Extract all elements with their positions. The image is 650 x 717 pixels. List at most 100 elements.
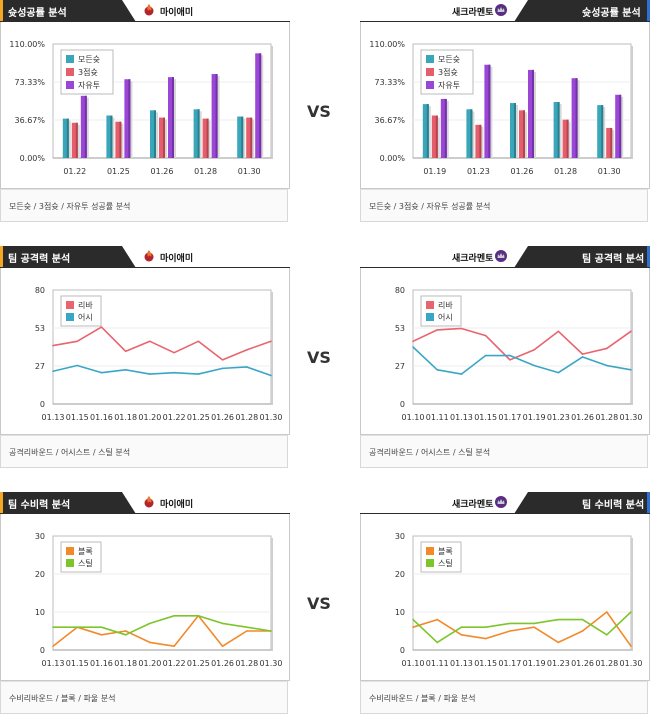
x-tick-label: 01.10 xyxy=(402,659,425,668)
data-point xyxy=(630,611,632,613)
legend-label: 리바 xyxy=(78,300,93,310)
x-tick-label: 01.13 xyxy=(42,413,65,422)
bar xyxy=(211,74,218,158)
data-point xyxy=(124,634,127,636)
series-line xyxy=(52,326,272,361)
data-point xyxy=(581,353,584,355)
panel-footer: 모든슛 / 3점슛 / 자유투 성공률 분석 xyxy=(360,189,648,222)
team-name: 새크라멘토 xyxy=(452,254,494,264)
y-tick-label: 0.00% xyxy=(380,154,406,163)
y-tick-label: 110.00% xyxy=(9,40,45,49)
legend-label: 모든슛 xyxy=(78,55,100,64)
bar-edge xyxy=(435,115,438,158)
x-tick-label: 01.11 xyxy=(426,659,449,668)
data-point xyxy=(173,351,175,354)
x-tick-label: 01.15 xyxy=(66,659,89,668)
data-point xyxy=(245,626,248,628)
x-tick-label: 01.19 xyxy=(423,167,446,176)
bar xyxy=(475,124,482,158)
bar xyxy=(597,105,604,158)
y-tick-label: 80 xyxy=(395,286,405,295)
defense-left-panel: 팀 수비력 분석 마이애미 0 10 20 30 01.13 01.15 01.16 01.1… xyxy=(0,492,290,714)
bar-edge xyxy=(259,53,262,158)
y-tick-label: 10 xyxy=(35,608,45,617)
x-tick-label: 01.16 xyxy=(90,413,113,422)
y-tick-label: 53 xyxy=(35,324,45,333)
data-point xyxy=(245,366,248,368)
bar-edge xyxy=(197,109,200,158)
x-tick-label: 01.19 xyxy=(523,659,546,668)
x-tick-label: 01.16 xyxy=(90,659,113,668)
bar xyxy=(484,64,491,158)
legend-label: 어시 xyxy=(438,312,453,322)
x-tick-label: 01.13 xyxy=(42,659,65,668)
legend-label: 3점슛 xyxy=(78,67,98,77)
vs-label: VS xyxy=(307,102,331,121)
data-point xyxy=(149,340,151,343)
data-point xyxy=(100,626,103,628)
data-point xyxy=(76,364,79,367)
panel-header: 팀 수비력 분석 마이애미 xyxy=(0,492,290,514)
x-tick-label: 01.30 xyxy=(598,167,621,176)
bar-edge xyxy=(488,64,491,158)
x-tick-label: 01.23 xyxy=(547,413,570,422)
legend-swatch xyxy=(66,301,74,309)
data-point xyxy=(221,359,224,361)
vs-label: VS xyxy=(307,348,331,367)
data-point xyxy=(581,356,584,358)
bar xyxy=(106,115,113,158)
bar xyxy=(510,103,516,158)
x-tick-label: 01.15 xyxy=(474,659,497,668)
data-point xyxy=(533,349,535,351)
x-tick-label: 01.15 xyxy=(474,413,497,422)
data-point xyxy=(436,641,439,644)
bar xyxy=(124,79,131,158)
x-tick-label: 01.30 xyxy=(238,167,261,176)
panel-title: 슛성공률 분석 xyxy=(582,8,641,19)
legend-swatch xyxy=(426,547,434,555)
bar-edge xyxy=(154,110,156,158)
x-tick-label: 01.19 xyxy=(523,413,546,422)
bar-edge xyxy=(426,104,429,158)
panel-title: 팀 공격력 분석 xyxy=(8,254,71,265)
bar xyxy=(71,122,78,158)
data-point xyxy=(76,340,79,343)
legend-label: 어시 xyxy=(78,312,93,322)
bar-edge xyxy=(601,105,604,158)
data-point xyxy=(173,645,175,647)
bar-edge xyxy=(84,95,87,158)
legend-swatch xyxy=(426,301,434,309)
y-tick-label: 73.33% xyxy=(374,78,405,87)
chart-container: 0 10 20 30 01.13 01.15 01.16 01.18 01.20 01.22 01.… xyxy=(0,514,290,681)
heat-logo-icon xyxy=(144,496,154,508)
x-tick-label: 01.22 xyxy=(163,413,186,422)
legend-swatch xyxy=(66,68,74,76)
data-point xyxy=(221,367,224,370)
data-point xyxy=(197,615,200,617)
data-point xyxy=(436,618,439,621)
bar-edge xyxy=(575,78,578,158)
data-point xyxy=(221,622,224,625)
data-point xyxy=(52,645,54,647)
bar xyxy=(615,94,622,158)
data-point xyxy=(581,630,584,632)
x-tick-label: 01.25 xyxy=(187,413,210,422)
chart-container: 0.00% 36.67% 73.33% 110.00% 01.22 01.25 01.26 0… xyxy=(0,22,290,189)
x-tick-label: 01.26 xyxy=(211,413,234,422)
bar xyxy=(571,78,578,158)
bar xyxy=(202,118,209,158)
data-point xyxy=(100,371,103,374)
data-point xyxy=(52,626,54,628)
legend-swatch xyxy=(66,559,74,567)
data-point xyxy=(436,329,439,331)
bar-edge xyxy=(128,79,131,158)
legend-label: 모든슛 xyxy=(438,55,460,64)
team-name: 마이애미 xyxy=(160,8,194,18)
team-name: 새크라멘토 xyxy=(452,500,494,510)
panel-footer: 수비리바운드 / 블록 / 파울 분석 xyxy=(0,681,288,714)
team-name: 마이애미 xyxy=(160,500,194,510)
chart-container: 0 27 53 80 01.10 01.11 01.13 01.15 01.17 01.19 01.… xyxy=(360,268,650,435)
